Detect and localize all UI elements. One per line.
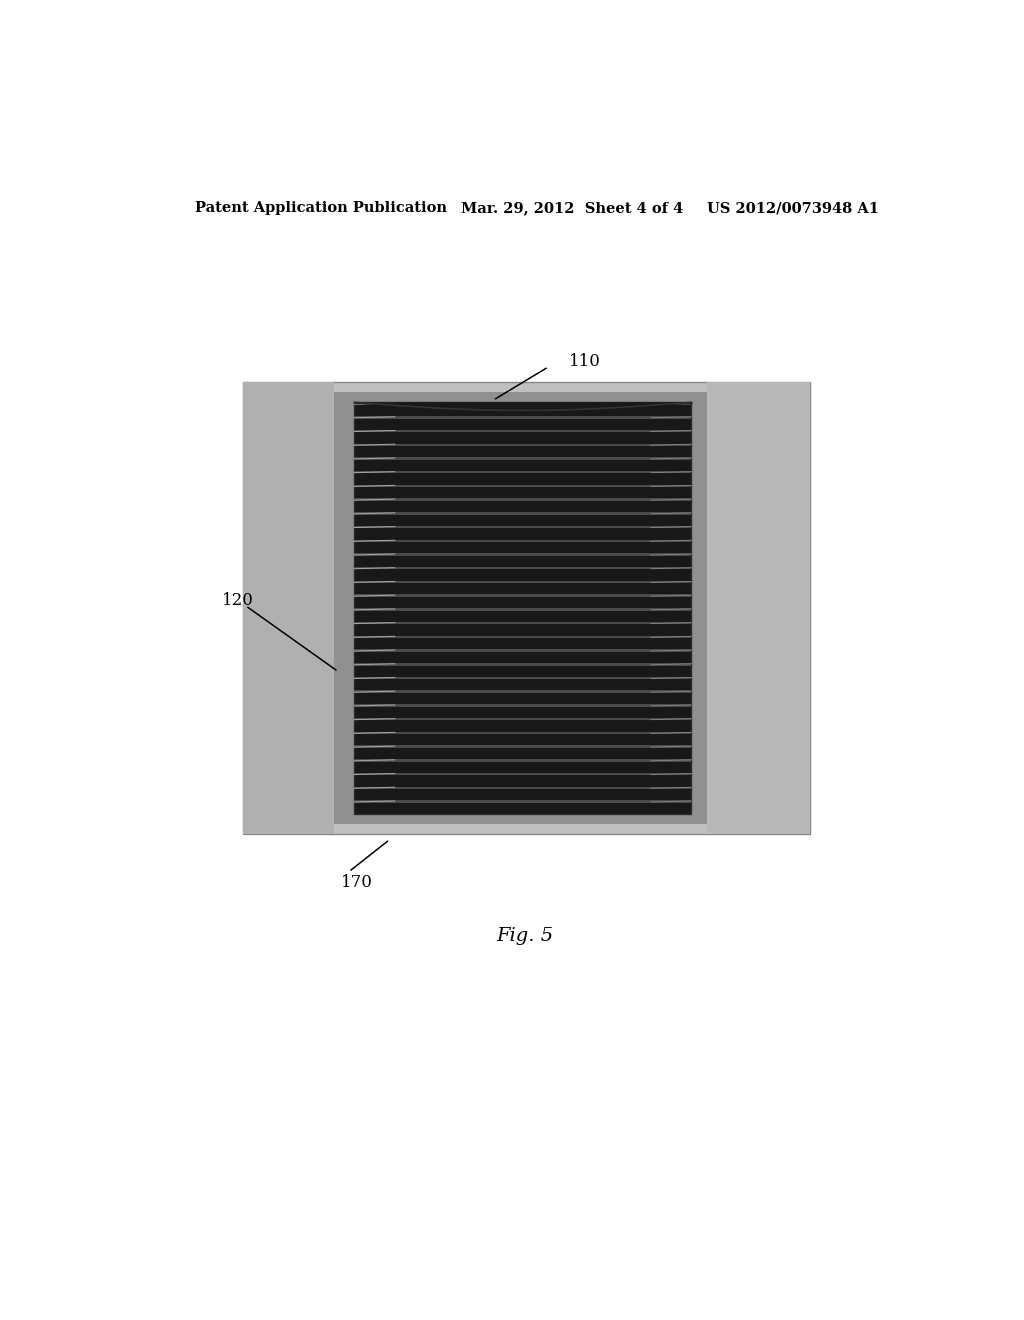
- Bar: [354, 718, 691, 721]
- Bar: [334, 392, 708, 824]
- Bar: [354, 484, 691, 487]
- Bar: [354, 663, 691, 665]
- Bar: [354, 444, 691, 446]
- Bar: [354, 800, 691, 803]
- Bar: [708, 381, 811, 834]
- Bar: [354, 568, 691, 569]
- Text: Patent Application Publication: Patent Application Publication: [196, 201, 447, 215]
- Bar: [354, 499, 691, 500]
- Bar: [243, 381, 811, 834]
- Bar: [354, 677, 691, 680]
- Bar: [354, 416, 691, 418]
- Bar: [354, 512, 691, 515]
- Bar: [354, 609, 691, 611]
- Bar: [354, 731, 691, 734]
- Text: 120: 120: [221, 593, 254, 609]
- Bar: [354, 581, 691, 583]
- Bar: [354, 622, 691, 624]
- Bar: [354, 772, 691, 775]
- Bar: [354, 540, 691, 543]
- Text: 110: 110: [568, 354, 600, 370]
- Bar: [354, 759, 691, 762]
- Bar: [354, 403, 691, 405]
- Bar: [354, 430, 691, 432]
- Bar: [354, 525, 691, 528]
- Bar: [243, 381, 334, 834]
- Bar: [354, 636, 691, 638]
- Bar: [354, 471, 691, 474]
- Bar: [354, 403, 691, 814]
- Text: US 2012/0073948 A1: US 2012/0073948 A1: [708, 201, 880, 215]
- Text: Mar. 29, 2012  Sheet 4 of 4: Mar. 29, 2012 Sheet 4 of 4: [461, 201, 684, 215]
- Text: Fig. 5: Fig. 5: [497, 927, 553, 945]
- Bar: [354, 594, 691, 597]
- Text: 170: 170: [341, 874, 373, 891]
- Bar: [354, 457, 691, 459]
- Bar: [354, 649, 691, 652]
- Bar: [354, 553, 691, 556]
- Bar: [354, 704, 691, 706]
- Bar: [354, 746, 691, 748]
- Bar: [354, 787, 691, 789]
- Bar: [354, 690, 691, 693]
